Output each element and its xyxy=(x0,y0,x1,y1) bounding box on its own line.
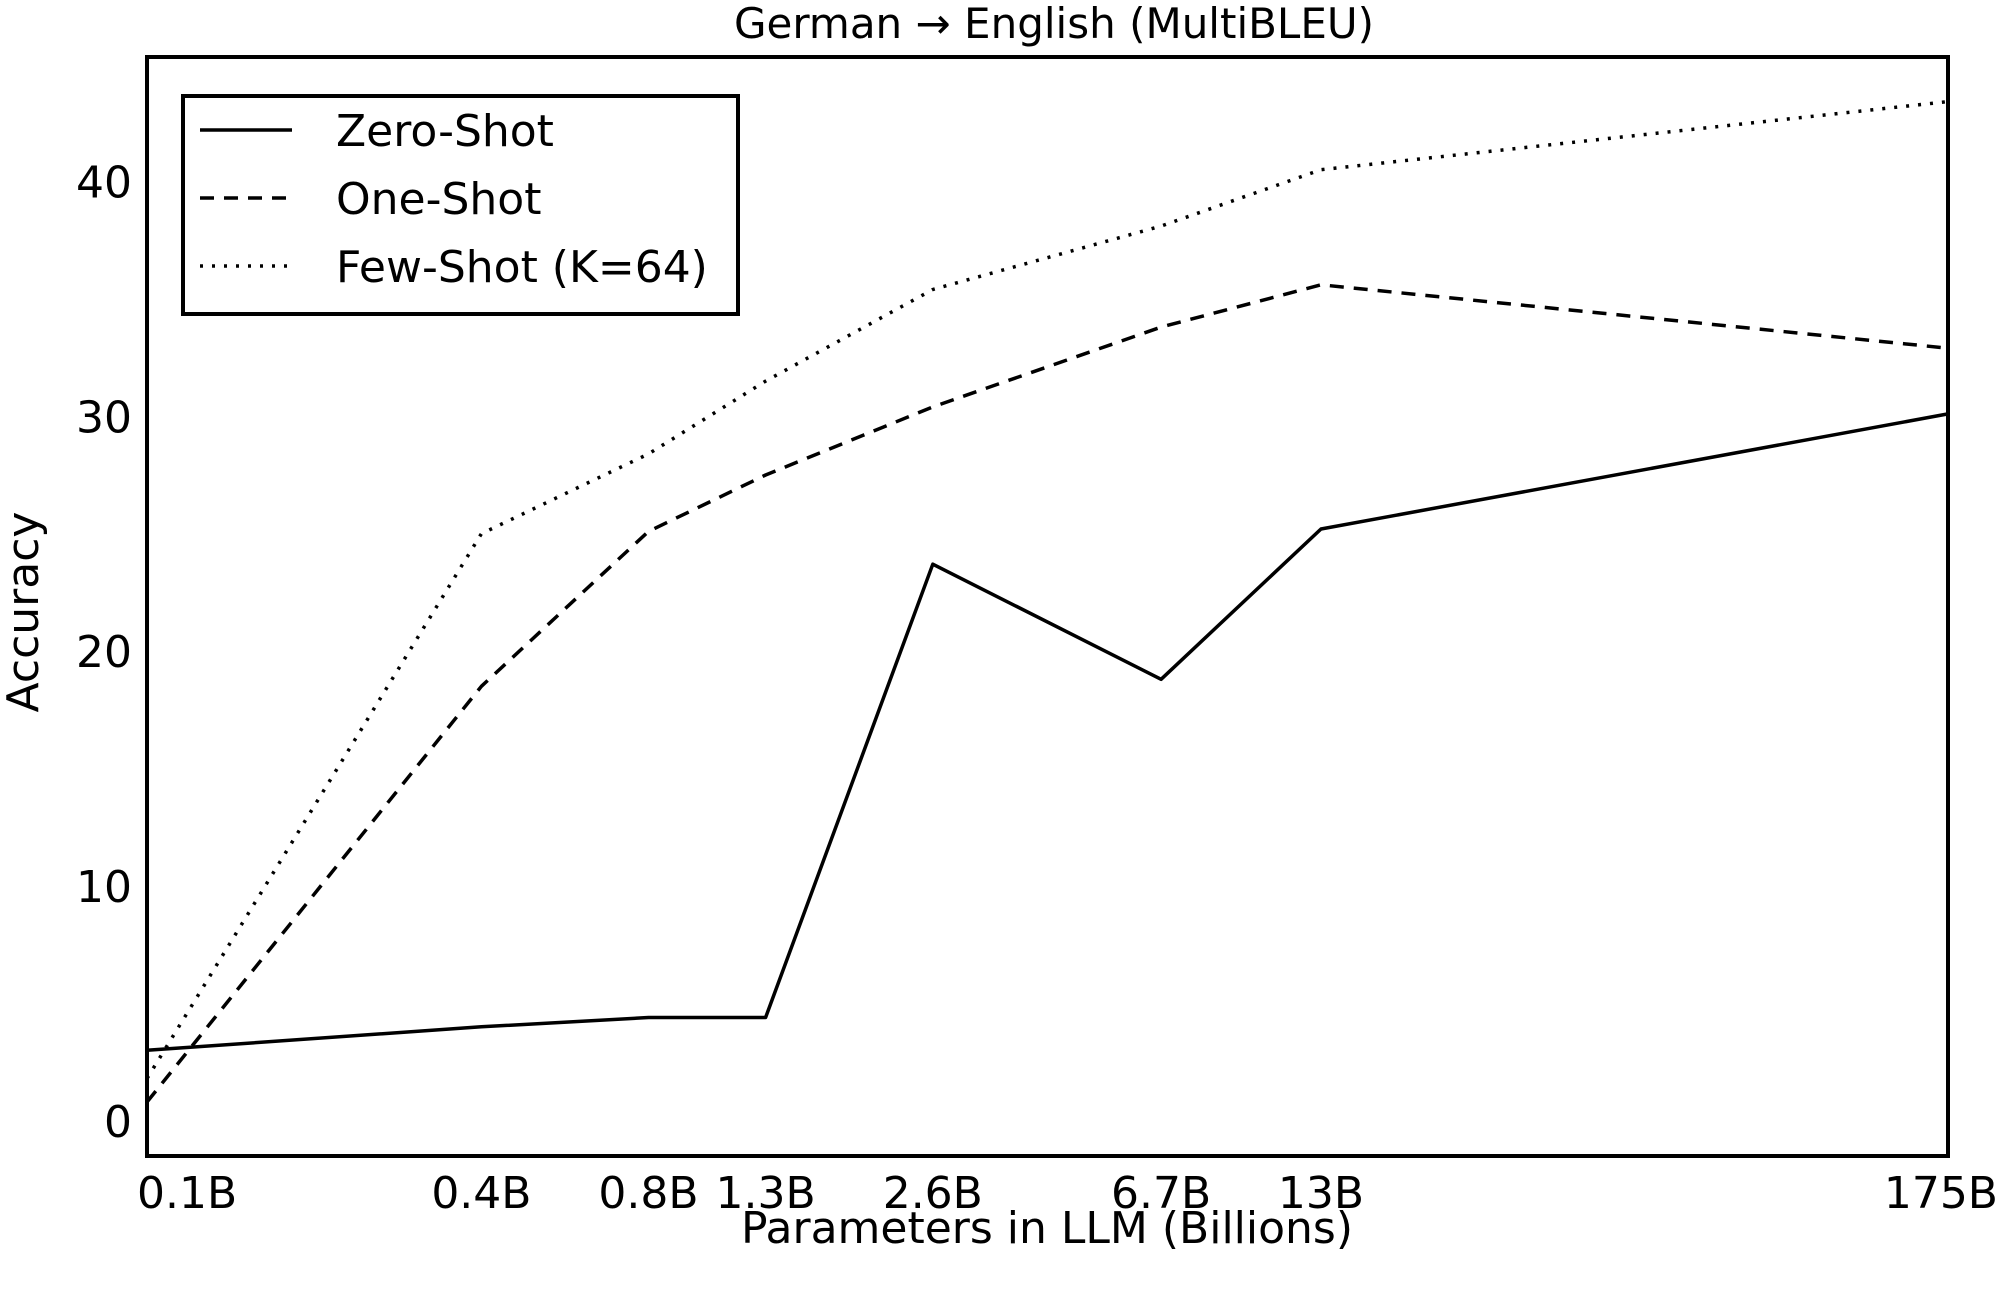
x-tick-label: 0.8B xyxy=(598,1168,698,1219)
x-tick-label: 0.4B xyxy=(431,1168,531,1219)
series-line-zero-shot xyxy=(146,412,1949,1053)
y-tick-label: 30 xyxy=(76,392,132,443)
plot-area-frame xyxy=(145,55,1950,1158)
y-tick-label: 40 xyxy=(76,158,132,209)
y-tick-label: 20 xyxy=(76,627,132,678)
y-tick-labels: 0 10 20 30 40 xyxy=(76,158,132,1148)
x-tick-label: 2.6B xyxy=(883,1168,983,1219)
series-line-one-shot xyxy=(145,283,1949,1104)
y-tick-label: 10 xyxy=(76,862,132,913)
chart-title: German → English (MultiBLEU) xyxy=(734,0,1374,48)
x-tick-label: 0.1B xyxy=(137,1168,237,1219)
legend-label-few-shot: Few-Shot (K=64) xyxy=(336,242,708,293)
legend-label-zero-shot: Zero-Shot xyxy=(336,106,554,157)
legend: Zero-Shot One-Shot Few-Shot (K=64) xyxy=(181,94,740,316)
y-tick-label: 0 xyxy=(104,1097,132,1148)
series-line-few-shot-k-64 xyxy=(145,99,1949,1080)
x-tick-label: 1.3B xyxy=(716,1168,816,1219)
x-tick-label: 175B xyxy=(1884,1168,1998,1219)
x-axis-label: Parameters in LLM (Billions) xyxy=(741,1203,1353,1254)
x-tick-label: 6.7B xyxy=(1111,1168,1211,1219)
legend-box xyxy=(181,94,740,316)
series-layer xyxy=(145,99,1949,1104)
x-tick-labels: 0.1B 0.4B 0.8B 1.3B 2.6B 6.7B 13B 175B xyxy=(137,1168,1998,1219)
x-tick-label: 13B xyxy=(1278,1168,1364,1219)
legend-label-one-shot: One-Shot xyxy=(336,174,541,225)
y-axis-label: Accuracy xyxy=(0,512,49,713)
